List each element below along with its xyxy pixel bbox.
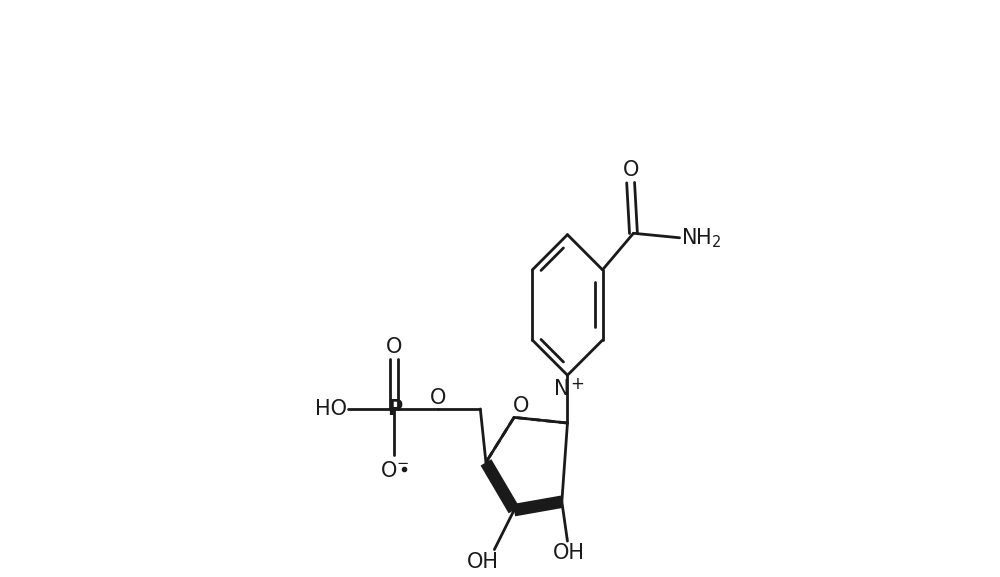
Text: O: O bbox=[430, 388, 446, 408]
Text: O: O bbox=[513, 396, 529, 416]
Text: OH: OH bbox=[553, 544, 585, 564]
Text: OH: OH bbox=[467, 552, 499, 572]
Text: N: N bbox=[554, 379, 570, 399]
Text: O: O bbox=[622, 160, 639, 180]
Text: HO: HO bbox=[315, 399, 347, 419]
Text: NH$_2$: NH$_2$ bbox=[681, 226, 721, 250]
Text: P: P bbox=[387, 399, 402, 419]
Text: +: + bbox=[570, 375, 584, 394]
Text: O: O bbox=[386, 337, 402, 357]
Text: O$^{-}$: O$^{-}$ bbox=[380, 461, 409, 481]
